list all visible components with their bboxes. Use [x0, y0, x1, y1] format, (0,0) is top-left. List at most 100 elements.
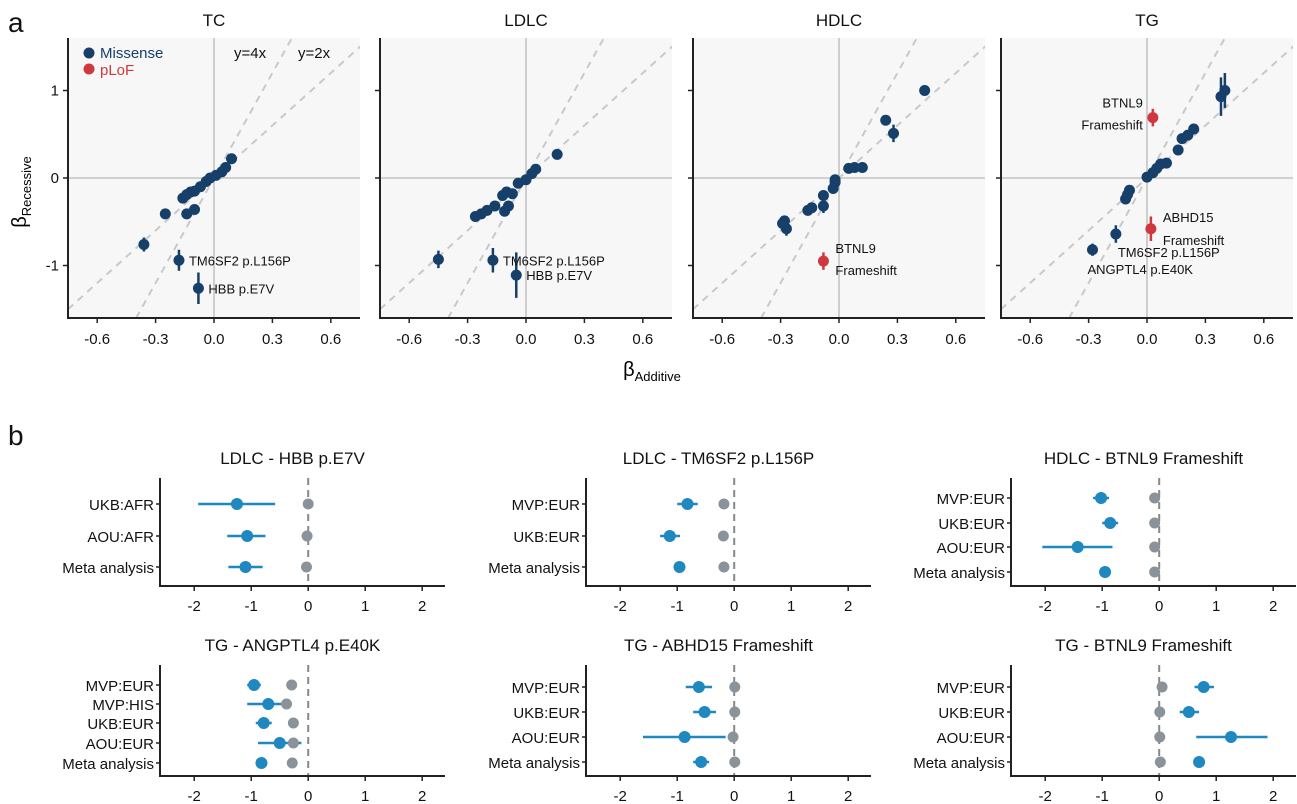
x-tick-label: 0	[304, 788, 312, 804]
recessive-estimate-point	[678, 731, 691, 743]
forest-row-label: Meta analysis	[488, 560, 580, 577]
scatter-title: LDLC	[504, 11, 547, 30]
x-tick-label: -1	[245, 598, 258, 615]
x-tick-label: -0.3	[1076, 331, 1102, 348]
data-point-missense	[817, 200, 829, 212]
scatter-plot-area	[1001, 38, 1293, 318]
x-tick-label: -1	[1096, 598, 1109, 615]
recessive-estimate-point	[1225, 731, 1238, 743]
forest-row-label: UKB:EUR	[87, 716, 154, 733]
x-tick-label: 0.0	[516, 331, 537, 348]
data-point-missense	[487, 254, 499, 266]
scatter-plot-area	[68, 38, 360, 318]
additive-estimate-point	[718, 498, 730, 510]
scatter-panel-4: -0.6 -0.3 0.0 0.3 0.6 TG BTNL9 Frameshift ABHD15…	[996, 11, 1293, 348]
x-tick-label: -2	[1039, 788, 1052, 804]
recessive-estimate-point	[681, 498, 694, 510]
recessive-estimate-point	[673, 561, 686, 573]
y-tick-label: 1	[51, 83, 59, 100]
forest-row-label: Meta analysis	[913, 565, 1005, 582]
data-point-missense	[817, 190, 829, 201]
additive-estimate-point	[729, 756, 741, 768]
x-tick-label: 0	[730, 598, 738, 615]
annotation-btnl9-line1: BTNL9	[835, 241, 875, 256]
annotation-btnl9-line1: BTNL9	[1102, 96, 1142, 111]
annotation-tm6sf2: TM6SF2 p.L156P	[189, 253, 291, 268]
additive-estimate-point	[1154, 706, 1166, 718]
x-axis-label: βAdditive	[623, 359, 681, 384]
x-tick-label: 0.3	[574, 331, 595, 348]
x-tick-label: 1	[1212, 788, 1220, 804]
recessive-estimate-point	[1095, 492, 1108, 504]
x-tick-label: 0.0	[829, 331, 850, 348]
data-point-plof	[1145, 223, 1157, 235]
forest-row-label: Meta analysis	[913, 755, 1005, 772]
x-tick-label: -0.6	[709, 331, 735, 348]
x-axis-label-sub: Additive	[635, 369, 681, 384]
data-point-missense	[829, 174, 841, 186]
x-tick-label: -0.3	[143, 331, 169, 348]
recessive-estimate-point	[230, 498, 243, 510]
x-tick-label: 1	[1212, 598, 1220, 615]
forest-row-label: MVP:EUR	[512, 497, 581, 514]
scatter-plot-area	[380, 38, 672, 318]
recessive-estimate-point	[262, 698, 275, 710]
data-point-missense	[159, 208, 171, 220]
data-point-missense	[778, 215, 790, 227]
recessive-estimate-point	[1197, 681, 1210, 693]
x-tick-label: -1	[1096, 788, 1109, 804]
data-point-missense	[226, 153, 238, 165]
x-tick-label: 0.0	[204, 331, 225, 348]
data-point-missense	[806, 202, 818, 214]
recessive-estimate-point	[1182, 706, 1195, 718]
x-tick-label: 2	[1269, 788, 1277, 804]
x-tick-label: -1	[245, 788, 258, 804]
x-tick-label: 0	[730, 788, 738, 804]
x-tick-label: 0.3	[262, 331, 283, 348]
forest-row-label: AOU:EUR	[937, 730, 1006, 747]
additive-estimate-point	[1149, 541, 1161, 553]
forest-panel-2: LDLC - TM6SF2 p.L156P MVP:EUR UKB:EUR Meta …	[488, 449, 871, 615]
additive-estimate-point	[1154, 731, 1166, 743]
annotation-btnl9-line2: Frameshift	[1081, 118, 1143, 133]
annotation-hbb: HBB p.E7V	[526, 268, 592, 283]
forest-row-label: UKB:AFR	[89, 497, 154, 514]
forest-title: LDLC - HBB p.E7V	[220, 449, 365, 468]
scatter-title: HDLC	[816, 11, 862, 30]
forest-row-label: MVP:EUR	[512, 680, 581, 697]
forest-row-label: MVP:EUR	[937, 680, 1006, 697]
forest-title: HDLC - BTNL9 Frameshift	[1044, 449, 1244, 468]
x-tick-label: -0.6	[1017, 331, 1043, 348]
data-point-missense	[1219, 85, 1231, 96]
forest-row-label: UKB:EUR	[513, 705, 580, 722]
forest-title: TG - BTNL9 Frameshift	[1055, 636, 1232, 655]
data-point-missense	[919, 85, 931, 96]
additive-estimate-point	[717, 530, 729, 542]
x-tick-label: -0.3	[455, 331, 481, 348]
forest-row-label: Meta analysis	[62, 756, 154, 773]
data-point-missense	[888, 127, 900, 139]
additive-estimate-point	[729, 681, 741, 693]
data-point-missense	[849, 162, 861, 173]
x-tick-label: -2	[614, 788, 627, 804]
forest-row-label: MVP:EUR	[86, 678, 155, 695]
data-point-missense	[1123, 184, 1135, 196]
recessive-estimate-point	[255, 757, 268, 769]
annotation-hbb: HBB p.E7V	[208, 281, 274, 296]
additive-estimate-point	[1149, 492, 1161, 504]
x-tick-label: 0.6	[632, 331, 653, 348]
additive-estimate-point	[287, 737, 299, 749]
data-point-missense	[530, 163, 542, 175]
panel-b-letter: b	[8, 420, 24, 451]
additive-estimate-point	[1156, 681, 1168, 693]
scatter-title: TG	[1135, 11, 1159, 30]
recessive-estimate-point	[241, 530, 254, 542]
forest-title: TG - ANGPTL4 p.E40K	[205, 636, 381, 655]
y-tick-label: 0	[51, 170, 59, 187]
x-tick-label: 2	[418, 598, 426, 615]
data-point-missense	[551, 148, 563, 160]
x-tick-label: 0	[1155, 788, 1163, 804]
additive-estimate-point	[287, 717, 299, 729]
forest-panel-5: TG - ABHD15 Frameshift MVP:EUR UKB:EUR AOU:…	[488, 636, 871, 804]
